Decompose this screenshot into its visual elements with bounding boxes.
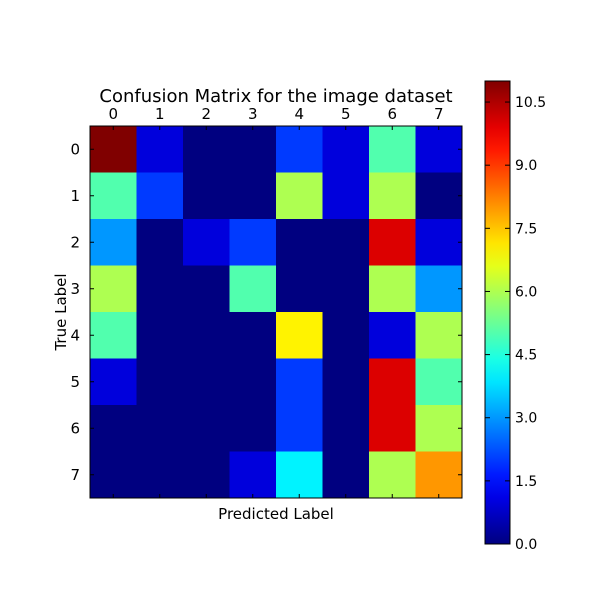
colorbar (484, 80, 511, 545)
heatmap-cell (183, 405, 230, 452)
heatmap-cell (415, 172, 463, 220)
heatmap-cell (136, 405, 184, 452)
heatmap-cell (90, 358, 137, 406)
heatmap-cell (136, 265, 184, 313)
heatmap-cell (369, 172, 416, 220)
colorbar-tick-label: 10.5 (515, 95, 546, 111)
heatmap-cell (183, 312, 230, 359)
heatmap-cell (90, 126, 137, 173)
heatmap-cell (322, 312, 370, 359)
heatmap-cell (369, 451, 416, 499)
y-tick-label: 7 (70, 466, 80, 484)
heatmap-cell (276, 219, 323, 266)
x-tick-label: 3 (248, 105, 258, 123)
heatmap-cell (136, 358, 184, 406)
x-tick-label: 1 (155, 105, 165, 123)
colorbar-tick-label: 1.5 (515, 474, 537, 490)
heatmap-cell (229, 358, 277, 406)
heatmap-cell (136, 172, 184, 220)
heatmap-cell (90, 451, 137, 499)
heatmap-cell (136, 451, 184, 499)
heatmap-cell (415, 219, 463, 266)
x-tick-label: 2 (201, 105, 211, 123)
y-axis-ticks: 0 1 2 3 4 5 6 7 (70, 140, 462, 484)
heatmap-cell (229, 219, 277, 266)
heatmap-cell (415, 312, 463, 359)
y-tick-label: 2 (70, 233, 80, 251)
heatmap-cell (276, 265, 323, 313)
heatmap-cell (229, 405, 277, 452)
heatmap-cell (276, 126, 323, 173)
y-tick-label: 0 (70, 140, 80, 158)
y-axis-label: True Label (52, 273, 70, 351)
heatmap-cell (136, 126, 184, 173)
heatmap-cell (276, 312, 323, 359)
colorbar-tick-label: 9.0 (515, 158, 537, 174)
heatmap-cell (90, 219, 137, 266)
heatmap-cell (183, 451, 230, 499)
heatmap-cell (322, 265, 370, 313)
heatmap-cell (183, 126, 230, 173)
colorbar-tick-label: 3.0 (515, 411, 537, 427)
heatmap-cell (369, 219, 416, 266)
heatmap-cell (322, 172, 370, 220)
colorbar-tick-label: 6.0 (515, 284, 537, 300)
y-tick-label: 1 (70, 187, 80, 205)
heatmap-cell (415, 358, 463, 406)
heatmap-cells (90, 126, 463, 499)
heatmap-cell (322, 451, 370, 499)
heatmap-cell (183, 265, 230, 313)
heatmap-cell (369, 358, 416, 406)
heatmap-cell (369, 312, 416, 359)
x-tick-label: 4 (294, 105, 304, 123)
y-tick-label: 3 (70, 280, 80, 298)
heatmap-cell (276, 405, 323, 452)
heatmap-cell (276, 172, 323, 220)
heatmap-cell (322, 126, 370, 173)
heatmap-cell (322, 358, 370, 406)
heatmap-cell (90, 265, 137, 313)
heatmap-cell (415, 405, 463, 452)
x-tick-label: 7 (434, 105, 444, 123)
heatmap-cell (229, 126, 277, 173)
heatmap-cell (369, 126, 416, 173)
colorbar-tick-label: 4.5 (515, 348, 537, 364)
x-tick-label: 6 (387, 105, 397, 123)
colorbar-ticks: 0.0 1.5 3.0 4.5 6.0 7.5 9.0 10.5 (485, 95, 546, 553)
x-axis-label: Predicted Label (218, 505, 334, 523)
heatmap-cell (183, 358, 230, 406)
heatmap-cell (90, 172, 137, 220)
y-tick-label: 4 (70, 326, 80, 344)
x-axis-ticks: 0 1 2 3 4 5 6 7 (108, 105, 444, 498)
colorbar-tick-label: 0.0 (515, 537, 537, 553)
heatmap-cell (229, 312, 277, 359)
x-tick-label: 5 (341, 105, 351, 123)
heatmap-cell (136, 312, 184, 359)
heatmap-cell (229, 451, 277, 499)
heatmap-cell (322, 405, 370, 452)
heatmap-cell (415, 451, 463, 499)
heatmap-cell (369, 405, 416, 452)
heatmap-cell (183, 172, 230, 220)
heatmap-cell (183, 219, 230, 266)
heatmap-cell (369, 265, 416, 313)
heatmap-cell (229, 172, 277, 220)
heatmap-cell (90, 405, 137, 452)
heatmap-cell (415, 265, 463, 313)
heatmap-cell (322, 219, 370, 266)
chart-title: Confusion Matrix for the image dataset (99, 86, 452, 107)
heatmap-cell (90, 312, 137, 359)
heatmap-cell (276, 358, 323, 406)
heatmap-cell (229, 265, 277, 313)
plot-frame (89, 125, 463, 499)
colorbar-tick-label: 7.5 (515, 221, 537, 237)
y-tick-label: 6 (70, 419, 80, 437)
heatmap-cell (415, 126, 463, 173)
heatmap-cell (276, 451, 323, 499)
heatmap-cell (136, 219, 184, 266)
x-tick-label: 0 (108, 105, 118, 123)
y-tick-label: 5 (70, 373, 80, 391)
